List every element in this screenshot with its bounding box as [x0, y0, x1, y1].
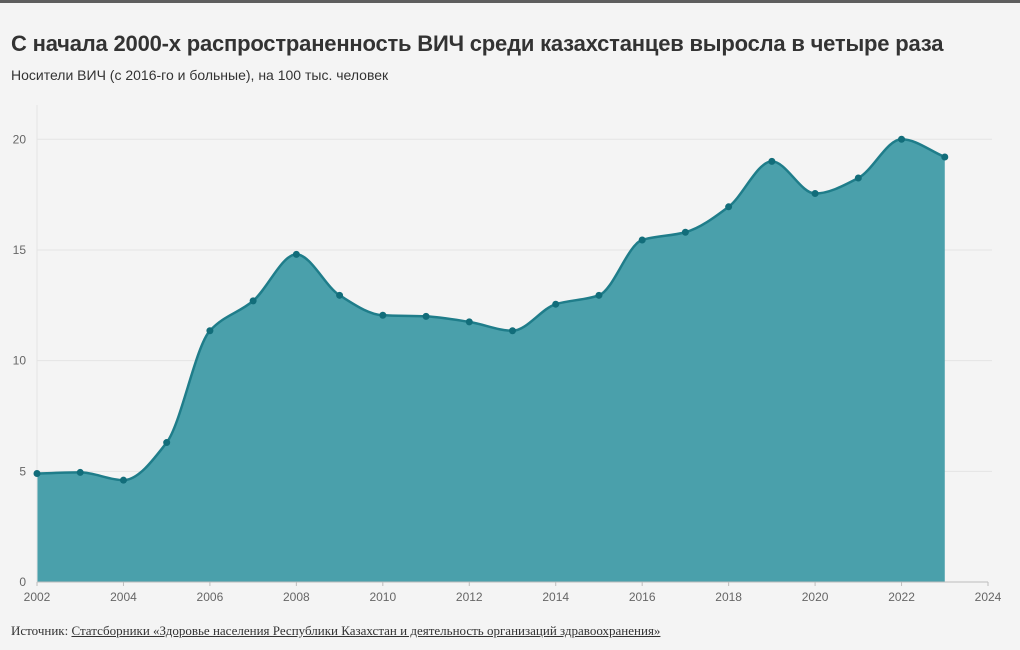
x-tick-label: 2024 [975, 590, 1002, 604]
data-point [465, 318, 473, 326]
y-tick-label: 10 [13, 354, 27, 368]
y-tick-label: 15 [13, 243, 27, 257]
source-link[interactable]: Статсборники «Здоровье населения Республ… [71, 623, 661, 638]
x-tick-label: 2020 [802, 590, 829, 604]
x-tick-label: 2008 [283, 590, 310, 604]
data-point [379, 311, 387, 319]
data-point [725, 203, 733, 211]
data-point [33, 470, 41, 478]
data-point [249, 297, 257, 305]
data-point [854, 174, 862, 182]
axes [36, 105, 989, 586]
x-tick-label: 2014 [542, 590, 569, 604]
data-points [33, 135, 949, 484]
data-point [811, 190, 819, 198]
source-label: Источник: [11, 623, 69, 638]
y-tick-label: 5 [19, 464, 26, 478]
data-point [681, 228, 689, 236]
x-tick-label: 2010 [369, 590, 396, 604]
tick-labels: 0 5 10 15 20 2002 2004 2006 2008 2010 2012 2014 2016… [13, 132, 1002, 604]
data-point [119, 476, 127, 484]
data-point [336, 291, 344, 299]
x-tick-label: 2002 [24, 590, 51, 604]
data-point [422, 312, 430, 320]
chart-title: С начала 2000-х распространенность ВИЧ с… [11, 31, 944, 56]
data-point [206, 327, 214, 335]
chart-subtitle: Носители ВИЧ (с 2016-го и больные), на 1… [11, 67, 389, 83]
data-point [163, 439, 171, 447]
data-point [509, 327, 516, 335]
y-tick-label: 20 [13, 132, 27, 146]
data-point [552, 300, 560, 308]
top-accent-bar [0, 0, 1020, 3]
x-tick-label: 2004 [110, 590, 137, 604]
x-tick-label: 2016 [629, 590, 656, 604]
source-note: Источник: Статсборники «Здоровье населен… [11, 623, 660, 639]
series-line [36, 138, 946, 482]
x-tick-label: 2022 [888, 590, 915, 604]
x-tick-label: 2006 [197, 590, 224, 604]
x-tick-label: 2018 [715, 590, 742, 604]
data-point [941, 153, 949, 161]
data-point [638, 236, 646, 244]
area-fill [37, 139, 945, 582]
data-point [292, 250, 300, 258]
y-tick-label: 0 [19, 575, 26, 589]
data-point [76, 468, 84, 476]
x-tick-label: 2012 [456, 590, 483, 604]
data-point [898, 135, 906, 143]
area-series [36, 138, 946, 582]
area-chart: 0 5 10 15 20 2002 2004 2006 2008 2010 2012 2014 2016… [13, 105, 1002, 604]
data-point [768, 157, 776, 165]
data-point [595, 291, 603, 299]
